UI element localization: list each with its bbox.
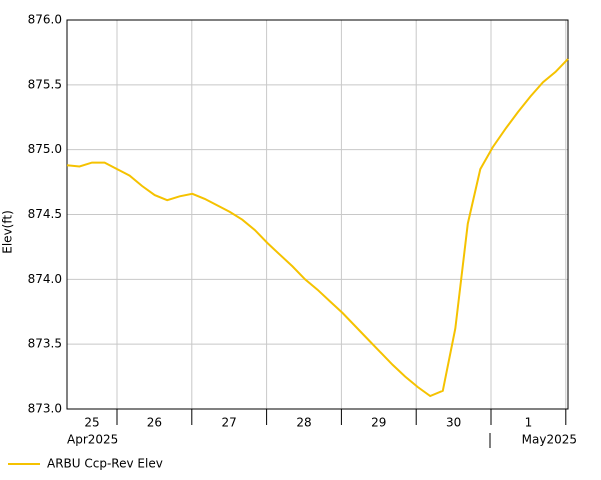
y-tick-label: 874.5 <box>28 207 62 221</box>
x-tick-label: 27 <box>222 416 237 430</box>
month-label: Apr2025 <box>67 433 118 447</box>
month-label: May2025 <box>522 433 577 447</box>
y-tick-label: 873.0 <box>28 402 62 416</box>
series-line <box>66 58 569 398</box>
x-tick-label: 1 <box>525 416 533 430</box>
y-tick-label: 875.5 <box>28 77 62 91</box>
x-tick-label: 28 <box>296 416 311 430</box>
plot-frame <box>66 19 569 410</box>
y-tick-label: 873.5 <box>28 337 62 351</box>
y-tick-label: 875.0 <box>28 142 62 156</box>
x-tick-label: 30 <box>446 416 461 430</box>
y-tick-label: 874.0 <box>28 272 62 286</box>
y-tick-label: 876.0 <box>28 13 62 27</box>
x-tick-label: 26 <box>147 416 162 430</box>
legend-label: ARBU Ccp-Rev Elev <box>47 457 163 471</box>
y-axis-label: Elev(ft) <box>1 210 15 253</box>
x-tick-label: 29 <box>371 416 386 430</box>
x-tick-label: 25 <box>84 416 99 430</box>
